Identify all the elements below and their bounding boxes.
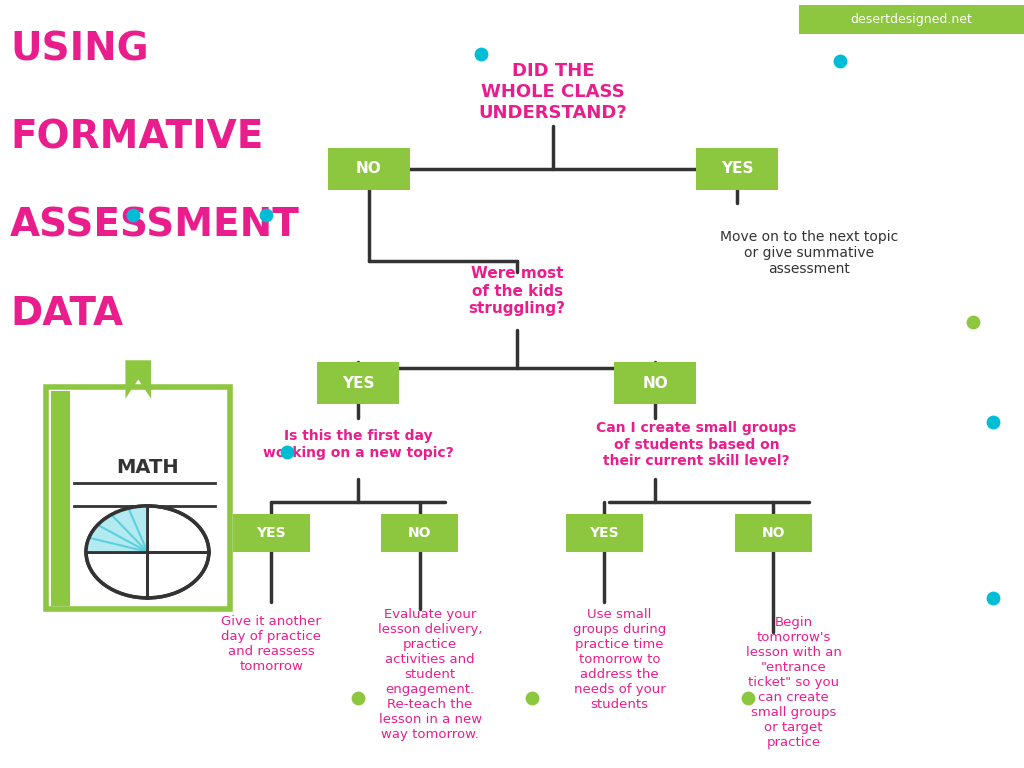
Text: desertdesigned.net: desertdesigned.net bbox=[850, 13, 973, 26]
FancyBboxPatch shape bbox=[51, 391, 70, 606]
Point bbox=[350, 691, 367, 703]
Text: NO: NO bbox=[762, 526, 784, 540]
Text: YES: YES bbox=[590, 526, 618, 540]
FancyBboxPatch shape bbox=[735, 514, 811, 552]
FancyBboxPatch shape bbox=[799, 5, 1024, 35]
FancyBboxPatch shape bbox=[328, 147, 410, 190]
Point bbox=[831, 55, 848, 68]
FancyBboxPatch shape bbox=[233, 514, 309, 552]
Text: NO: NO bbox=[642, 376, 669, 391]
Text: DATA: DATA bbox=[10, 295, 123, 333]
FancyBboxPatch shape bbox=[46, 387, 230, 609]
Text: Give it another
day of practice
and reassess
tomorrow: Give it another day of practice and reas… bbox=[221, 615, 322, 673]
Text: YES: YES bbox=[342, 376, 375, 391]
Polygon shape bbox=[126, 360, 152, 399]
Text: Evaluate your
lesson delivery,
practice
activities and
student
engagement.
Re-te: Evaluate your lesson delivery, practice … bbox=[378, 608, 482, 741]
Point bbox=[279, 446, 295, 458]
Text: DID THE
WHOLE CLASS
UNDERSTAND?: DID THE WHOLE CLASS UNDERSTAND? bbox=[478, 62, 628, 122]
Point bbox=[125, 208, 141, 220]
Text: Use small
groups during
practice time
tomorrow to
address the
needs of your
stud: Use small groups during practice time to… bbox=[572, 607, 667, 710]
Text: USING: USING bbox=[10, 31, 148, 68]
Point bbox=[965, 316, 981, 328]
Text: FORMATIVE: FORMATIVE bbox=[10, 119, 263, 157]
Text: NO: NO bbox=[409, 526, 431, 540]
Text: NO: NO bbox=[355, 161, 382, 176]
Text: MATH: MATH bbox=[116, 458, 179, 477]
FancyBboxPatch shape bbox=[696, 147, 778, 190]
Text: Begin
tomorrow's
lesson with an
"entrance
ticket" so you
can create
small groups: Begin tomorrow's lesson with an "entranc… bbox=[745, 616, 842, 749]
Text: ASSESSMENT: ASSESSMENT bbox=[10, 207, 300, 245]
FancyBboxPatch shape bbox=[317, 362, 399, 405]
Text: YES: YES bbox=[721, 161, 754, 176]
Text: Is this the first day
working on a new topic?: Is this the first day working on a new t… bbox=[263, 429, 454, 460]
Circle shape bbox=[86, 506, 209, 598]
Point bbox=[985, 592, 1001, 604]
Point bbox=[524, 691, 541, 703]
Point bbox=[739, 691, 756, 703]
Text: Move on to the next topic
or give summative
assessment: Move on to the next topic or give summat… bbox=[720, 230, 898, 276]
Text: Were most
of the kids
struggling?: Were most of the kids struggling? bbox=[469, 266, 565, 316]
Text: YES: YES bbox=[257, 526, 286, 540]
Point bbox=[985, 415, 1001, 428]
Text: Can I create small groups
of students based on
their current skill level?: Can I create small groups of students ba… bbox=[596, 422, 797, 468]
FancyBboxPatch shape bbox=[614, 362, 696, 405]
Point bbox=[473, 48, 489, 60]
Point bbox=[258, 208, 274, 220]
FancyBboxPatch shape bbox=[565, 514, 643, 552]
Polygon shape bbox=[86, 506, 147, 552]
FancyBboxPatch shape bbox=[381, 514, 459, 552]
